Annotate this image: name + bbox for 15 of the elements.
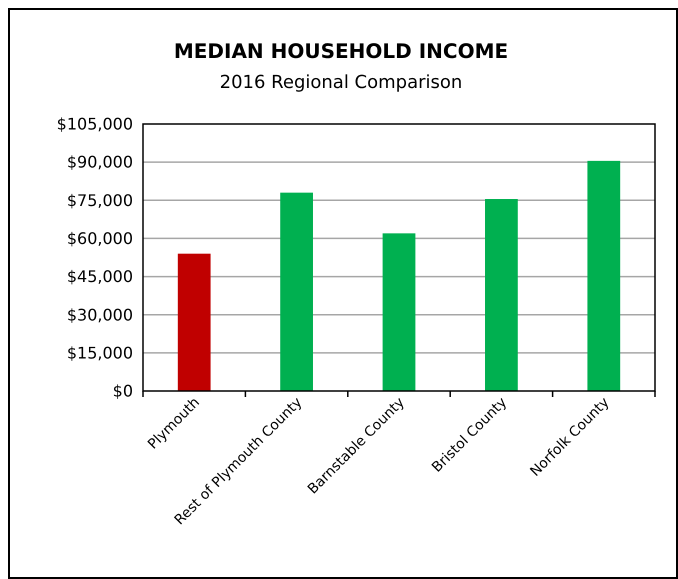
y-tick-label: $45,000: [66, 267, 133, 286]
chart-title: MEDIAN HOUSEHOLD INCOME: [174, 39, 508, 63]
bar: [587, 160, 620, 391]
y-tick-label: $90,000: [66, 152, 133, 172]
bar: [178, 254, 211, 391]
y-tick-label: $30,000: [66, 305, 133, 324]
bar: [382, 233, 416, 391]
y-tick-label: $0: [112, 382, 133, 401]
y-tick-label: $60,000: [66, 229, 133, 248]
y-tick-label: $105,000: [56, 114, 133, 134]
bar: [280, 192, 313, 391]
chart-subtitle: 2016 Regional Comparison: [220, 72, 462, 93]
y-tick-label: $15,000: [66, 343, 133, 362]
y-tick-label: $75,000: [66, 190, 133, 210]
bar: [485, 199, 518, 391]
